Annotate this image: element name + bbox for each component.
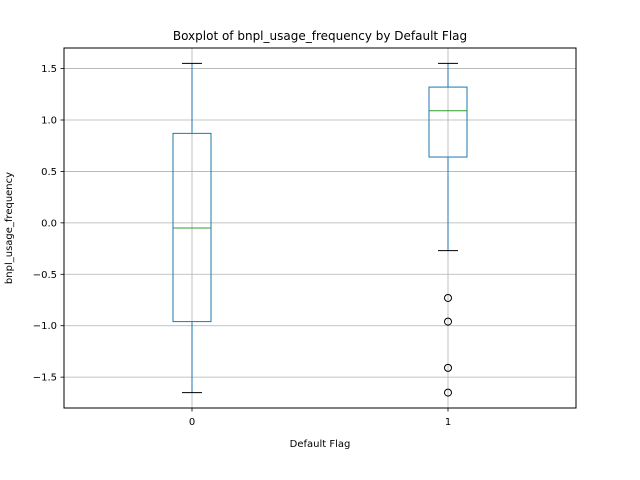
box-group-1 [428,62,468,397]
outlier-point [444,363,452,372]
y-axis-label: bnpl_usage_frequency [4,172,15,284]
y-tick-label: −0.5 [33,270,57,281]
iqr-box [428,86,468,158]
outlier-point [444,388,452,397]
x-tick-label: 1 [445,417,451,428]
x-tick-label: 0 [189,417,195,428]
outlier-point [444,293,452,302]
y-tick-label: 0.0 [41,218,57,229]
plot-area [172,62,468,397]
iqr-box [172,132,212,323]
axes-frame [63,47,577,409]
y-tick-label: −1.5 [33,373,57,384]
axis-ticks: −1.5 −1.0 −0.5 0.0 0.5 1.0 1.5 0 1 [33,64,451,428]
box-group-0 [172,62,212,394]
chart-title: Boxplot of bnpl_usage_frequency by Defau… [173,29,467,43]
outlier-point [444,317,452,326]
y-tick-label: 1.0 [41,116,57,127]
y-tick-label: −1.0 [33,321,57,332]
y-tick-label: 1.5 [41,64,57,75]
x-axis-label: Default Flag [290,439,351,450]
y-tick-label: 0.5 [41,167,57,178]
